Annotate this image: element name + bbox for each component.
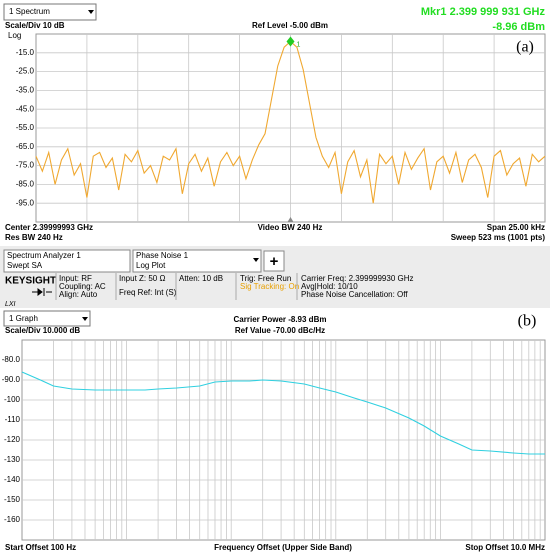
y-tick-label: -25.0 xyxy=(16,67,35,76)
y-tick-label: -110 xyxy=(5,415,21,424)
tab-subtitle: Swept SA xyxy=(7,261,43,270)
scale-label: Scale/Div 10.000 dB xyxy=(5,326,80,335)
y-tick-label: -45.0 xyxy=(16,104,35,113)
stop-offset: Stop Offset 10.0 MHz xyxy=(465,543,545,552)
video-bw: Video BW 240 Hz xyxy=(258,223,323,232)
center-frequency: Center 2.39999993 GHz xyxy=(5,223,93,232)
y-tick-label: -120 xyxy=(4,435,21,444)
scale-type: Log xyxy=(8,31,21,40)
marker-number: 1 xyxy=(297,41,301,48)
status: Input: RF xyxy=(59,274,92,283)
y-tick-label: -130 xyxy=(4,455,21,464)
add-button[interactable] xyxy=(263,250,285,272)
y-tick-label: -55.0 xyxy=(16,123,35,132)
ref-value: Ref Value -70.00 dBc/Hz xyxy=(235,326,325,335)
window-dropdown[interactable] xyxy=(3,3,97,21)
status: Freq Ref: Int (S) xyxy=(119,288,177,297)
ref-level: Ref Level -5.00 dBm xyxy=(252,21,328,30)
y-tick-label: -35.0 xyxy=(16,86,35,95)
input-icon xyxy=(32,288,52,296)
y-tick-label: -85.0 xyxy=(16,180,35,189)
add-icon: + xyxy=(270,253,279,270)
y-tick-label: -160 xyxy=(4,515,21,524)
status: Sig Tracking: On xyxy=(240,282,299,291)
tab-subtitle: Log Plot xyxy=(136,261,166,270)
y-tick-label: -150 xyxy=(4,495,21,504)
res-bw: Res BW 240 Hz xyxy=(5,233,63,242)
x-axis-label: Frequency Offset (Upper Side Band) xyxy=(214,543,352,552)
sweep: Sweep 523 ms (1001 pts) xyxy=(451,233,546,242)
tab-title: Spectrum Analyzer 1 xyxy=(7,251,81,260)
scale-label: Scale/Div 10 dB xyxy=(5,21,65,30)
y-tick-label: -80.0 xyxy=(2,355,21,364)
y-tick-label: -140 xyxy=(4,475,21,484)
trace xyxy=(21,371,545,455)
center-tick xyxy=(287,217,294,222)
status: Avg|Hold: 10/10 xyxy=(301,282,358,291)
panel-label: (a) xyxy=(516,39,534,56)
start-offset: Start Offset 100 Hz xyxy=(5,543,76,552)
logo: KEYSIGHT xyxy=(5,276,56,287)
window-dropdown[interactable] xyxy=(3,310,91,327)
y-tick-label: -90.0 xyxy=(2,375,21,384)
y-tick-label: -65.0 xyxy=(16,142,35,151)
tab-title: Phase Noise 1 xyxy=(136,251,189,260)
span: Span 25.00 kHz xyxy=(487,223,545,232)
panel-label: (b) xyxy=(518,313,537,330)
y-tick-label: -95.0 xyxy=(16,198,35,207)
y-tick-label: -75.0 xyxy=(16,161,35,170)
carrier-power: Carrier Power -8.93 dBm xyxy=(234,315,327,324)
tab-swept-sa[interactable] xyxy=(3,249,131,273)
status: Input Z: 50 Ω xyxy=(119,274,165,283)
marker-frequency: Mkr1 2.399 999 931 GHz xyxy=(421,6,546,18)
window-label: 1 Graph xyxy=(9,314,38,323)
plots: -15.0 -25.0 -35.0 -45.0 -55.0 -65.0 -75.0 -85.0… xyxy=(2,33,546,541)
window-label: 1 Spectrum xyxy=(9,7,50,16)
y-tick-label: -15.0 xyxy=(16,48,35,57)
status: Carrier Freq: 2.399999930 GHz xyxy=(301,274,414,283)
marker xyxy=(286,36,295,47)
status: Phase Noise Cancellation: Off xyxy=(301,290,408,299)
y-tick-label: -100 xyxy=(4,395,21,404)
dropdown-arrow xyxy=(253,258,259,262)
marker-value: -8.96 dBm xyxy=(492,21,545,33)
lxi: LXI xyxy=(5,301,16,308)
status: Atten: 10 dB xyxy=(179,274,223,283)
status: Trig: Free Run xyxy=(240,274,291,283)
dropdown-arrow xyxy=(88,10,94,14)
dropdown-arrow xyxy=(82,317,88,321)
status: Align: Auto xyxy=(59,290,98,299)
status: Coupling: AC xyxy=(59,282,106,291)
tab-phase-noise[interactable] xyxy=(132,249,262,273)
